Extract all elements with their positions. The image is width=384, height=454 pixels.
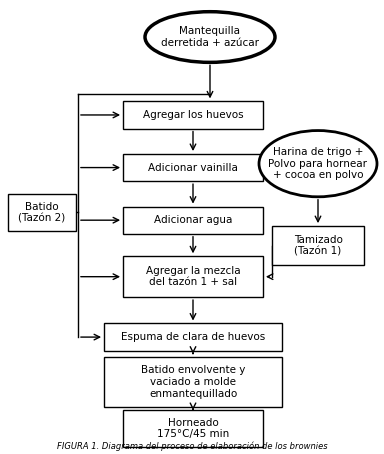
FancyBboxPatch shape — [123, 207, 263, 234]
Text: Mantequilla
derretida + azúcar: Mantequilla derretida + azúcar — [161, 26, 259, 48]
Text: Tamizado
(Tazón 1): Tamizado (Tazón 1) — [293, 235, 343, 257]
Text: Agregar los huevos: Agregar los huevos — [143, 110, 243, 120]
Ellipse shape — [259, 131, 377, 197]
FancyBboxPatch shape — [123, 101, 263, 128]
FancyBboxPatch shape — [272, 226, 364, 265]
Text: Horneado
175°C/45 min: Horneado 175°C/45 min — [157, 418, 229, 439]
Text: Adicionar agua: Adicionar agua — [154, 215, 232, 225]
Text: FIGURA 1. Diagrama del proceso de elaboración de los brownies: FIGURA 1. Diagrama del proceso de elabor… — [57, 441, 327, 451]
Text: Batido
(Tazón 2): Batido (Tazón 2) — [18, 202, 66, 223]
Text: Batido envolvente y
vaciado a molde
enmantequillado: Batido envolvente y vaciado a molde enma… — [141, 365, 245, 399]
Text: Harina de trigo +
Polvo para hornear
+ cocoa en polvo: Harina de trigo + Polvo para hornear + c… — [268, 147, 367, 180]
FancyBboxPatch shape — [104, 323, 282, 351]
Text: Adicionar vainilla: Adicionar vainilla — [148, 163, 238, 173]
FancyBboxPatch shape — [123, 256, 263, 297]
FancyBboxPatch shape — [123, 410, 263, 447]
Text: Espuma de clara de huevos: Espuma de clara de huevos — [121, 332, 265, 342]
Text: Agregar la mezcla
del tazón 1 + sal: Agregar la mezcla del tazón 1 + sal — [146, 266, 240, 287]
Ellipse shape — [145, 12, 275, 62]
FancyBboxPatch shape — [8, 194, 76, 231]
FancyBboxPatch shape — [104, 356, 282, 407]
FancyBboxPatch shape — [123, 154, 263, 181]
